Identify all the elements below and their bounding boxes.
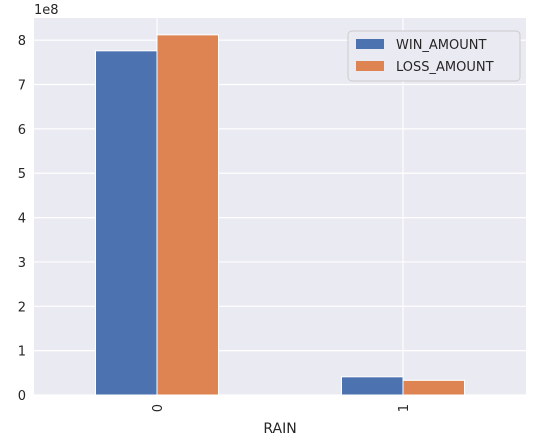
x-tick-label: 0 [151, 404, 166, 412]
legend-swatch [356, 61, 384, 71]
y-tick-label: 8 [18, 34, 26, 49]
y-offset-label: 1e8 [34, 3, 59, 18]
y-tick-label: 3 [18, 256, 26, 271]
legend-label: WIN_AMOUNT [396, 38, 486, 53]
x-tick-label: 1 [397, 404, 412, 412]
y-axis-ticks: 0 1 2 3 4 5 6 7 8 [18, 34, 26, 404]
bar-loss-amount [156, 34, 219, 396]
y-tick-label: 2 [18, 300, 26, 315]
y-tick-label: 1 [18, 345, 26, 360]
bar-win-amount [95, 50, 158, 396]
legend-label: LOSS_AMOUNT [396, 60, 494, 75]
y-tick-label: 7 [18, 79, 26, 94]
bar-loss-amount [402, 379, 465, 396]
y-tick-label: 0 [18, 389, 26, 404]
x-axis-label: RAIN [263, 421, 296, 437]
legend-box [347, 30, 521, 82]
legend: WIN_AMOUNT LOSS_AMOUNT [347, 30, 521, 82]
y-tick-label: 6 [18, 123, 26, 138]
y-tick-label: 4 [18, 212, 26, 227]
bars-group [95, 34, 465, 396]
bar-win-amount [341, 376, 404, 396]
y-tick-label: 5 [18, 167, 26, 182]
legend-swatch [356, 39, 384, 49]
